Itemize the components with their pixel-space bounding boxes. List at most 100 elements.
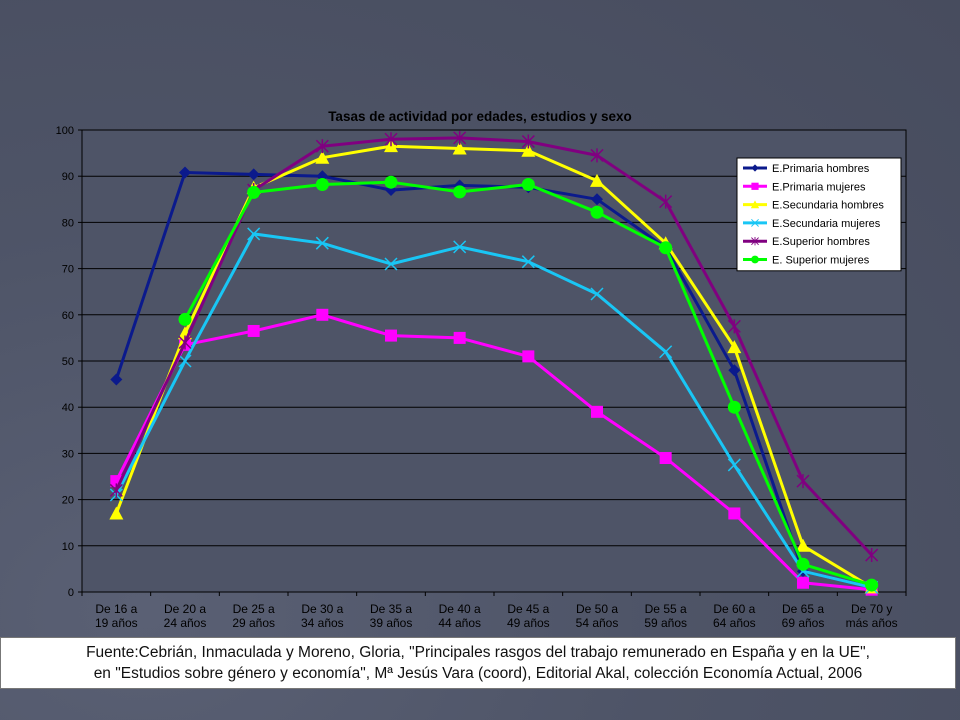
y-tick-label: 10 — [62, 541, 74, 553]
data-point-e-primaria-mujeres — [522, 350, 535, 363]
data-point-e-secundaria-hombres — [521, 143, 536, 157]
y-tick-label: 100 — [56, 125, 74, 137]
data-point-e-secundaria-hombres — [452, 141, 467, 155]
data-point-e-superior-hombres — [384, 132, 398, 147]
legend-marker — [751, 182, 759, 190]
legend-marker — [751, 164, 759, 172]
source-citation: Fuente:Cebrián, Inmaculada y Moreno, Glo… — [0, 637, 956, 689]
x-tick-label: De 70 y más años — [846, 602, 898, 630]
data-point-e-superior-hombres — [109, 483, 123, 498]
data-point-e-secundaria-hombres — [109, 506, 124, 520]
data-point-e-superior-hombres — [178, 335, 192, 350]
y-tick-label: 50 — [62, 356, 74, 368]
data-point-e-primaria-hombres — [728, 364, 741, 377]
data-point-e-secundaria-mujeres — [315, 236, 329, 250]
data-point-e-secundaria-mujeres — [727, 458, 741, 472]
legend-marker — [751, 237, 759, 246]
data-point-e-primaria-hombres — [110, 373, 123, 386]
data-point-e-primaria-mujeres — [659, 452, 672, 465]
data-point-e-secundaria-mujeres — [178, 354, 192, 368]
data-point-e-superior-hombres — [521, 134, 535, 149]
data-point-e-primaria-mujeres — [797, 576, 809, 589]
legend-marker-shape — [751, 237, 759, 246]
y-tick-label: 0 — [68, 587, 74, 599]
x-tick-label: De 55 a 59 años — [644, 602, 687, 630]
data-point-e-secundaria-mujeres — [247, 227, 261, 241]
data-point-e-superior-mujeres — [315, 178, 329, 192]
data-point-e-superior-hombres — [315, 139, 329, 154]
data-point-e-primaria-mujeres — [385, 329, 397, 342]
source-line-1: Fuente:Cebrián, Inmaculada y Moreno, Glo… — [86, 644, 870, 661]
data-point-e-superior-mujeres — [384, 175, 398, 189]
data-point-e-secundaria-mujeres — [521, 255, 535, 269]
y-tick-label: 20 — [62, 495, 74, 507]
y-tick-label: 40 — [62, 402, 74, 414]
legend-label: E. Superior mujeres — [772, 255, 870, 267]
y-tick-label: 70 — [62, 264, 74, 276]
x-tick-label: De 60 a 64 años — [713, 602, 756, 630]
data-point-e-superior-mujeres — [178, 312, 192, 326]
data-point-e-superior-mujeres — [590, 205, 604, 219]
data-point-e-primaria-mujeres — [728, 507, 741, 520]
legend-marker-shape — [751, 218, 759, 227]
x-tick-label: De 40 a 44 años — [438, 602, 481, 630]
x-tick-label: De 35 a 39 años — [370, 602, 413, 630]
data-point-e-primaria-mujeres — [247, 324, 260, 337]
data-point-e-superior-mujeres — [453, 185, 467, 199]
source-line-2: en "Estudios sobre género y economía", M… — [93, 665, 863, 682]
data-point-e-superior-hombres — [796, 474, 810, 489]
legend-marker — [750, 200, 760, 209]
legend-label: E.Primaria mujeres — [772, 181, 866, 193]
data-point-e-primaria-mujeres — [453, 331, 466, 344]
legend-marker — [751, 255, 759, 264]
data-point-e-superior-mujeres — [796, 557, 810, 571]
data-point-e-superior-hombres — [659, 194, 673, 209]
x-tick-label: De 50 a 54 años — [576, 602, 619, 630]
legend-marker-shape — [751, 255, 759, 264]
x-tick-label: De 16 a 19 años — [95, 602, 138, 630]
data-point-e-superior-hombres — [865, 548, 879, 563]
data-point-e-superior-mujeres — [659, 241, 673, 255]
legend-label: E.Primaria hombres — [772, 163, 870, 175]
data-point-e-primaria-hombres — [591, 193, 603, 206]
x-tick-label: De 25 a 29 años — [232, 602, 275, 630]
data-point-e-secundaria-hombres — [727, 340, 742, 354]
y-tick-label: 90 — [62, 171, 74, 183]
legend-label: E.Secundaria hombres — [772, 200, 884, 212]
x-tick-label: De 20 a 24 años — [164, 602, 207, 630]
y-tick-label: 80 — [62, 217, 74, 229]
legend-marker-shape — [751, 164, 759, 172]
line-chart: Tasas de actividad por edades, estudios … — [56, 109, 907, 630]
data-point-e-primaria-hombres — [247, 168, 260, 181]
legend-marker-shape — [751, 182, 759, 190]
data-point-e-secundaria-hombres — [590, 173, 604, 187]
x-tick-label: De 30 a 34 años — [301, 602, 344, 630]
x-tick-label: De 65 a 69 años — [782, 602, 825, 630]
data-point-e-secundaria-mujeres — [453, 240, 467, 254]
data-point-e-primaria-hombres — [179, 166, 191, 179]
x-tick-label: De 45 a 49 años — [507, 602, 550, 630]
data-point-e-secundaria-mujeres — [659, 345, 673, 359]
y-tick-label: 30 — [62, 448, 74, 460]
series-line-e-secundaria-mujeres — [114, 232, 873, 589]
data-point-e-superior-hombres — [453, 130, 467, 145]
chart-title: Tasas de actividad por edades, estudios … — [328, 109, 632, 124]
series-line-e-primaria-mujeres — [114, 313, 872, 592]
legend-marker-shape — [750, 200, 760, 209]
data-point-e-superior-mujeres — [247, 185, 261, 199]
data-point-e-superior-mujeres — [521, 178, 535, 192]
data-point-e-secundaria-mujeres — [384, 257, 398, 271]
legend-label: E.Secundaria mujeres — [772, 218, 881, 230]
data-point-e-secundaria-hombres — [315, 150, 330, 164]
data-point-e-superior-hombres — [727, 319, 741, 334]
legend-marker — [751, 218, 759, 227]
legend-label: E.Superior hombres — [772, 236, 870, 248]
y-tick-label: 60 — [62, 310, 74, 322]
legend-box — [736, 157, 902, 272]
legend: E.Primaria hombres E.Primaria mujeres E.Se… — [736, 157, 902, 272]
data-point-e-secundaria-hombres — [796, 538, 810, 552]
data-point-e-primaria-mujeres — [316, 308, 329, 321]
data-point-e-primaria-mujeres — [591, 405, 603, 418]
data-point-e-superior-mujeres — [727, 400, 741, 414]
data-point-e-superior-hombres — [590, 148, 604, 163]
